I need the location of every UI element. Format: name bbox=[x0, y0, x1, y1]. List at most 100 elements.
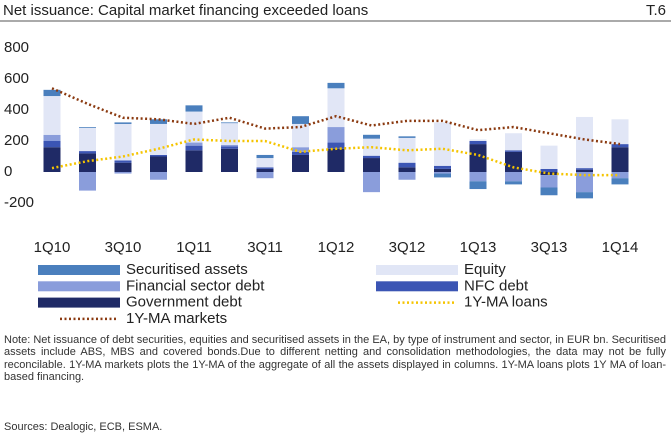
bar-segment bbox=[363, 155, 380, 159]
bar-segment bbox=[327, 82, 345, 89]
x-tick-label: 3Q11 bbox=[247, 239, 283, 256]
x-tick-label: 1Q10 bbox=[34, 239, 71, 256]
bar-segment bbox=[576, 172, 593, 193]
bar-segment bbox=[469, 141, 487, 145]
legend-swatch bbox=[38, 281, 120, 292]
legend-swatch bbox=[38, 265, 120, 275]
bar-segment bbox=[576, 169, 593, 172]
legend-label: 1Y-MA loans bbox=[464, 294, 548, 311]
bar-segment bbox=[398, 167, 416, 172]
bar-segment bbox=[79, 127, 96, 128]
bar-segment bbox=[327, 88, 345, 128]
bar-segment bbox=[79, 172, 96, 191]
bar-segment bbox=[576, 116, 593, 169]
bar-segment bbox=[469, 172, 487, 182]
bar-segment bbox=[185, 145, 203, 151]
x-tick-label: 1Q12 bbox=[318, 239, 355, 256]
bar-segment bbox=[398, 137, 416, 163]
bar-segment bbox=[327, 127, 345, 143]
chart: Net issuance: Capital market financing e… bbox=[0, 2, 671, 327]
bar-segment bbox=[434, 173, 451, 178]
bar-segment bbox=[221, 123, 238, 145]
x-tick-label: 1Q11 bbox=[176, 239, 212, 256]
bar-segment bbox=[150, 123, 167, 155]
bar-segment bbox=[43, 141, 61, 148]
legend-swatch bbox=[376, 265, 458, 275]
bar-segment bbox=[114, 162, 132, 172]
bar-segment bbox=[292, 147, 309, 152]
bar-segment bbox=[43, 134, 61, 141]
bar-segment bbox=[469, 139, 487, 141]
bar-segment bbox=[79, 153, 96, 172]
bar-segment bbox=[256, 158, 274, 168]
bar-segment bbox=[150, 119, 167, 124]
legend-label: 1Y-MA markets bbox=[126, 310, 227, 327]
bar-segment bbox=[540, 145, 558, 169]
bar-segment bbox=[221, 148, 238, 172]
bar-segment bbox=[292, 151, 309, 155]
y-tick-label: 200 bbox=[4, 132, 29, 149]
bar-segment bbox=[292, 123, 309, 148]
bar-segment bbox=[505, 172, 522, 182]
y-tick-label: 0 bbox=[4, 163, 12, 180]
bar-segment bbox=[114, 160, 132, 163]
bar-segment bbox=[79, 127, 96, 152]
chart-title: Net issuance: Capital market financing e… bbox=[3, 2, 368, 19]
bar-segment bbox=[398, 162, 416, 168]
x-tick-label: 3Q13 bbox=[531, 239, 568, 256]
bar-segment bbox=[150, 154, 167, 157]
bar-segment bbox=[114, 123, 132, 161]
bar-segment bbox=[185, 105, 203, 112]
legend-swatch bbox=[38, 297, 120, 308]
bar-segment bbox=[221, 122, 238, 124]
bar-segment bbox=[327, 148, 345, 172]
bar-segment bbox=[469, 144, 487, 172]
x-tick-label: 3Q12 bbox=[389, 239, 426, 256]
bar-segment bbox=[292, 154, 309, 172]
bar-segment bbox=[398, 172, 416, 180]
y-tick-label: -200 bbox=[4, 194, 34, 211]
bar-segment bbox=[611, 178, 629, 185]
bar-segment bbox=[505, 150, 522, 152]
bar-segment bbox=[540, 187, 558, 196]
bar-segment bbox=[576, 168, 593, 170]
bar-segment bbox=[434, 122, 451, 166]
bar-segment bbox=[43, 89, 61, 97]
bar-segment bbox=[398, 136, 416, 138]
bar-segment bbox=[150, 156, 167, 172]
y-tick-label: 600 bbox=[4, 70, 29, 87]
bar-segment bbox=[256, 172, 274, 179]
chart-code: T.6 bbox=[646, 2, 666, 19]
bar-segment bbox=[292, 116, 309, 124]
bar-segment bbox=[469, 181, 487, 190]
legend-label: Securitised assets bbox=[126, 261, 248, 278]
bar-segment bbox=[256, 154, 274, 159]
bar-segment bbox=[505, 181, 522, 185]
bar-segment bbox=[43, 96, 61, 135]
x-tick-label: 1Q14 bbox=[602, 239, 639, 256]
x-tick-label: 1Q13 bbox=[460, 239, 497, 256]
bar-segment bbox=[611, 147, 629, 172]
legend-label: Equity bbox=[464, 261, 506, 278]
bar-segment bbox=[185, 111, 203, 143]
line-series bbox=[51, 138, 620, 177]
legend-swatch bbox=[376, 281, 458, 292]
bar-segment bbox=[434, 172, 451, 174]
bar-segment bbox=[221, 144, 238, 147]
y-tick-label: 400 bbox=[4, 101, 29, 118]
bar-segment bbox=[363, 172, 380, 193]
bar-segment bbox=[185, 150, 203, 172]
bar-segment bbox=[434, 168, 451, 172]
legend-label: NFC debt bbox=[464, 277, 529, 294]
sources: Sources: Dealogic, ECB, ESMA. bbox=[4, 421, 163, 433]
bar-segment bbox=[611, 144, 629, 148]
bar-segment bbox=[434, 165, 451, 169]
legend-label: Government debt bbox=[126, 294, 243, 311]
bar-segment bbox=[505, 133, 522, 151]
bar-segment bbox=[43, 147, 61, 172]
bar-segment bbox=[327, 142, 345, 149]
bar-segment bbox=[150, 172, 167, 180]
legend-label: Financial sector debt bbox=[126, 277, 265, 294]
bar-segment bbox=[114, 172, 132, 174]
line-series bbox=[51, 87, 621, 146]
